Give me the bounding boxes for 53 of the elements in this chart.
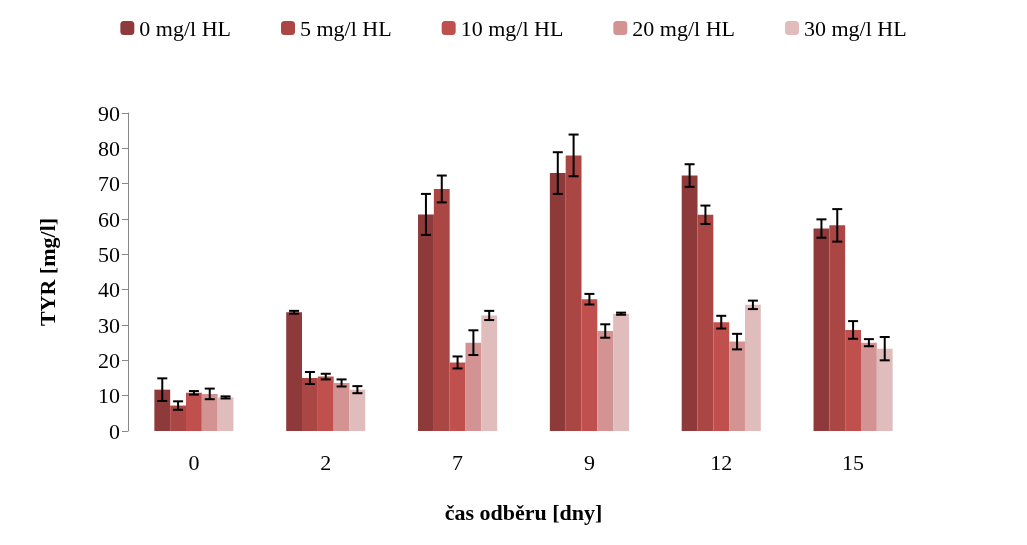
bar bbox=[170, 405, 187, 431]
bar bbox=[729, 341, 745, 431]
bar bbox=[217, 397, 234, 431]
legend-label: 30 mg/l HL bbox=[803, 15, 907, 41]
bar bbox=[186, 392, 202, 431]
x-tick-label: 12 bbox=[710, 449, 733, 475]
x-tick-label: 2 bbox=[320, 449, 332, 475]
bar bbox=[333, 382, 350, 431]
bar bbox=[433, 188, 450, 431]
legend-label: 10 mg/l HL bbox=[460, 15, 564, 41]
bar bbox=[302, 378, 318, 431]
bar bbox=[465, 342, 482, 431]
bar bbox=[713, 322, 730, 431]
bar bbox=[317, 376, 334, 431]
x-tick-label: 7 bbox=[452, 449, 464, 475]
bar bbox=[860, 342, 877, 431]
bar bbox=[286, 312, 303, 431]
y-axis-title: TYR [mg/l] bbox=[34, 217, 60, 327]
y-tick-label: 30 bbox=[98, 312, 120, 338]
y-tick-label: 90 bbox=[98, 100, 120, 126]
y-tick-label: 10 bbox=[98, 383, 120, 409]
bar bbox=[549, 173, 566, 431]
bar bbox=[565, 155, 582, 431]
bar bbox=[201, 393, 218, 431]
legend-label: 5 mg/l HL bbox=[300, 15, 392, 41]
y-tick-label: 0 bbox=[109, 418, 120, 444]
bar bbox=[681, 175, 698, 431]
bar bbox=[597, 331, 614, 431]
bar bbox=[845, 329, 861, 431]
y-tick-label: 70 bbox=[98, 171, 120, 197]
legend-label: 20 mg/l HL bbox=[632, 15, 735, 41]
bar bbox=[613, 313, 629, 431]
bar bbox=[744, 304, 761, 431]
legend-label: 0 mg/l HL bbox=[139, 15, 232, 41]
bar bbox=[829, 225, 846, 431]
bar bbox=[813, 228, 830, 431]
y-tick-label: 40 bbox=[98, 277, 120, 303]
bar bbox=[449, 362, 466, 431]
bar bbox=[349, 389, 366, 431]
x-axis-title: čas odběru [dny] bbox=[444, 499, 603, 525]
bar bbox=[581, 299, 598, 431]
x-tick-label: 9 bbox=[583, 449, 595, 475]
x-tick-label: 0 bbox=[188, 449, 200, 475]
y-tick-label: 50 bbox=[98, 241, 120, 267]
y-tick-label: 20 bbox=[98, 347, 120, 373]
y-tick-label: 80 bbox=[98, 135, 120, 161]
bar bbox=[876, 348, 893, 431]
bar bbox=[697, 214, 714, 431]
x-tick-label: 15 bbox=[842, 449, 865, 475]
bar bbox=[418, 214, 434, 431]
y-tick-label: 60 bbox=[98, 206, 120, 232]
bar bbox=[481, 315, 498, 431]
bar bbox=[154, 389, 171, 431]
